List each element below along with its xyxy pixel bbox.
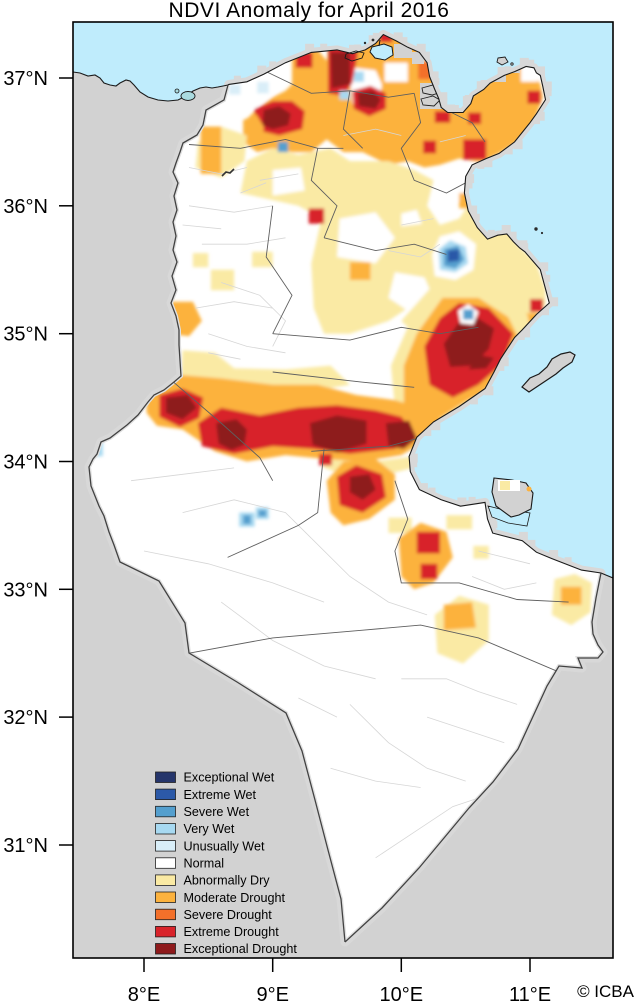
svg-text:8°E: 8°E [128,984,160,1004]
svg-text:Very Wet: Very Wet [184,822,235,836]
svg-text:32°N: 32°N [3,707,48,729]
svg-text:33°N: 33°N [3,579,48,601]
svg-text:Exceptional Wet: Exceptional Wet [184,771,275,785]
svg-text:34°N: 34°N [3,452,48,474]
svg-text:35°N: 35°N [3,324,48,346]
svg-text:Extreme Drought: Extreme Drought [184,925,280,939]
svg-text:Normal: Normal [184,857,225,871]
svg-text:37°N: 37°N [3,68,48,90]
svg-text:Severe Drought: Severe Drought [184,908,273,922]
svg-text:36°N: 36°N [3,196,48,218]
svg-text:31°N: 31°N [3,835,48,857]
svg-text:Extreme Wet: Extreme Wet [184,788,257,802]
svg-text:NDVI Anomaly for April 2016: NDVI Anomaly for April 2016 [169,0,450,22]
svg-text:11°E: 11°E [509,984,551,1004]
svg-text:© ICBA: © ICBA [577,982,635,1001]
svg-text:Moderate Drought: Moderate Drought [184,891,286,905]
svg-text:Exceptional Drought: Exceptional Drought [184,942,298,956]
svg-text:Unusually Wet: Unusually Wet [184,839,265,853]
svg-text:10°E: 10°E [380,984,424,1004]
svg-text:Abnormally Dry: Abnormally Dry [184,874,271,888]
svg-text:Severe Wet: Severe Wet [184,805,250,819]
svg-text:9°E: 9°E [256,984,288,1004]
